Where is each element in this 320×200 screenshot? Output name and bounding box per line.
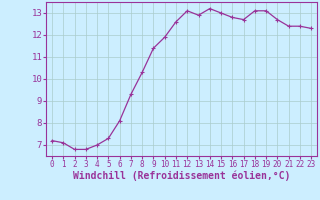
X-axis label: Windchill (Refroidissement éolien,°C): Windchill (Refroidissement éolien,°C) (73, 171, 290, 181)
